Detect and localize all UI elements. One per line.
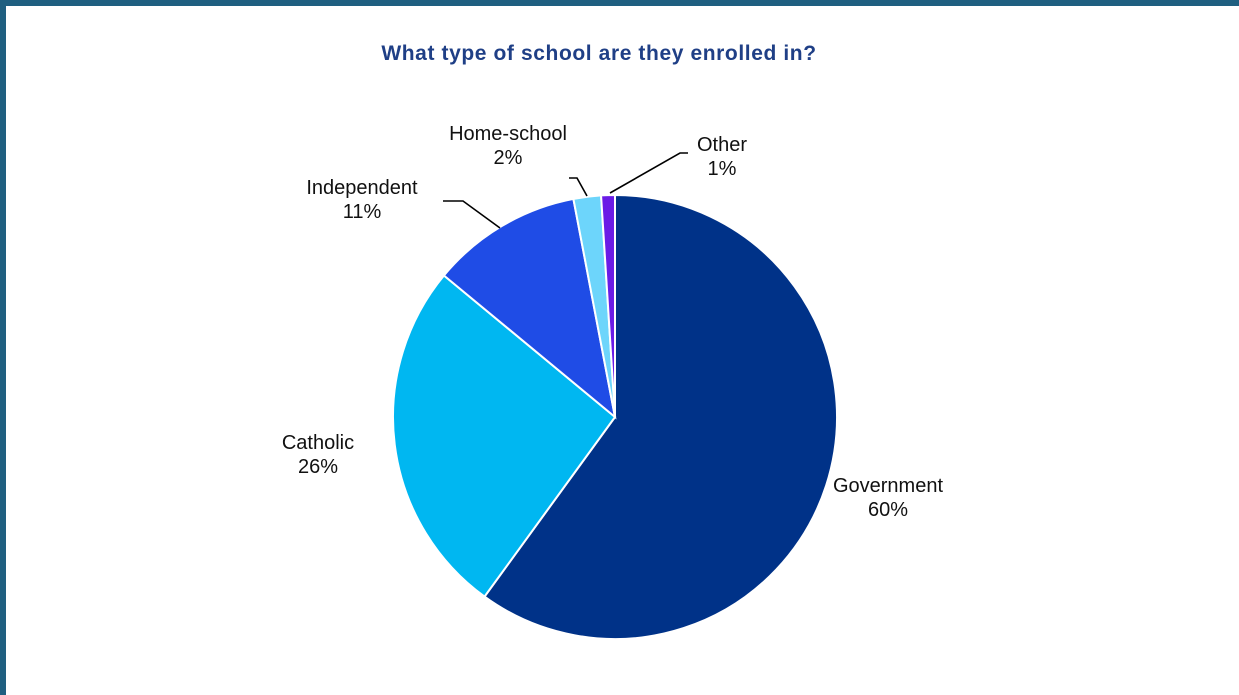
pie-slice-catholic	[392, 274, 617, 598]
slice-label-independent: Independent 11%	[306, 177, 418, 223]
pie-slice-independent	[442, 197, 617, 420]
slice-category-label: Home-school	[449, 123, 567, 145]
slice-value-label: 26%	[298, 456, 338, 478]
leader-line-home-school	[569, 177, 588, 197]
slice-label-other: Other 1%	[697, 134, 747, 180]
slice-category-label: Catholic	[282, 432, 354, 454]
slice-category-label: Other	[697, 134, 747, 156]
slice-labels: Government 60% Catholic 26% Independent 11% Ho…	[282, 123, 944, 521]
slice-value-label: 11%	[343, 201, 382, 223]
slice-label-government: Government 60%	[833, 475, 943, 521]
pie-chart: Government 60% Catholic 26% Independent 11% Ho…	[282, 123, 944, 640]
slice-category-label: Government	[833, 475, 943, 497]
slice-category-label: Independent	[306, 177, 418, 199]
slice-label-catholic: Catholic 26%	[282, 432, 354, 478]
leader-lines	[443, 152, 688, 229]
pie-slice-other	[599, 193, 616, 418]
chart-title: What type of school are they enrolled in…	[381, 42, 817, 65]
slice-value-label: 60%	[868, 499, 908, 521]
leader-line-independent	[443, 200, 501, 229]
slice-value-label: 1%	[708, 158, 737, 180]
pie-slices	[392, 193, 838, 640]
slice-value-label: 2%	[494, 147, 523, 169]
pie-slice-government	[483, 193, 838, 640]
leader-line-other	[609, 152, 688, 194]
slice-label-home-school: Home-school 2%	[449, 123, 567, 169]
